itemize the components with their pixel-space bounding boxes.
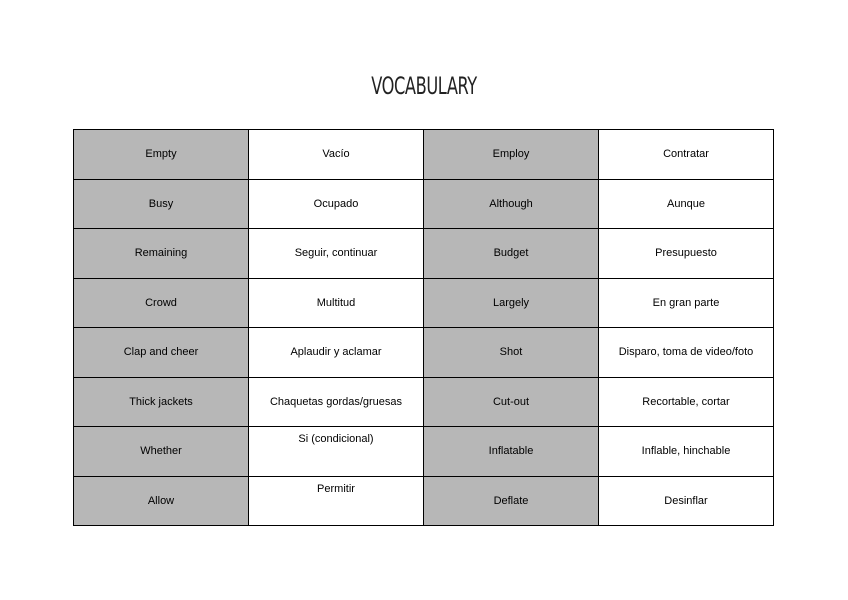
table-row: Thick jackets Chaquetas gordas/gruesas Cut… [73,376,774,427]
english-word: Allow [73,475,249,526]
english-word: Deflate [423,475,599,526]
english-word: Remaining [73,228,249,279]
english-word: Largely [423,277,599,328]
spanish-translation: Ocupado [248,178,424,229]
english-word: Shot [423,327,599,378]
title: VOCABULARY [371,72,477,100]
table-row: Busy Ocupado Although Aunque [73,178,774,229]
english-word: Thick jackets [73,376,249,427]
spanish-translation: Contratar [598,129,774,180]
english-word: Although [423,178,599,229]
spanish-translation: Permitir [248,475,424,526]
vocab-table: Empty Vacío Employ Contratar Busy Ocupado Alth… [73,129,774,526]
table-row: Empty Vacío Employ Contratar [73,129,774,180]
english-word: Inflatable [423,426,599,477]
english-word: Crowd [73,277,249,328]
spanish-translation: Chaquetas gordas/gruesas [248,376,424,427]
spanish-translation: Seguir, continuar [248,228,424,279]
english-word: Employ [423,129,599,180]
spanish-translation: Inflable, hinchable [598,426,774,477]
spanish-translation: Vacío [248,129,424,180]
table-row: Crowd Multitud Largely En gran parte [73,277,774,328]
table-row: Remaining Seguir, continuar Budget Presupue… [73,228,774,279]
table-row: Whether Si (condicional) Inflatable Inflabl… [73,426,774,477]
table-row: Allow Permitir Deflate Desinflar [73,475,774,526]
spanish-translation: Desinflar [598,475,774,526]
spanish-translation: Multitud [248,277,424,328]
spanish-translation: Recortable, cortar [598,376,774,427]
spanish-translation: Aunque [598,178,774,229]
spanish-translation: Presupuesto [598,228,774,279]
english-word: Whether [73,426,249,477]
spanish-translation: Si (condicional) [248,426,424,477]
english-word: Clap and cheer [73,327,249,378]
spanish-translation: Disparo, toma de video/foto [598,327,774,378]
table-row: Clap and cheer Aplaudir y aclamar Shot Disp… [73,327,774,378]
english-word: Budget [423,228,599,279]
english-word: Empty [73,129,249,180]
spanish-translation: En gran parte [598,277,774,328]
english-word: Busy [73,178,249,229]
english-word: Cut-out [423,376,599,427]
spanish-translation: Aplaudir y aclamar [248,327,424,378]
